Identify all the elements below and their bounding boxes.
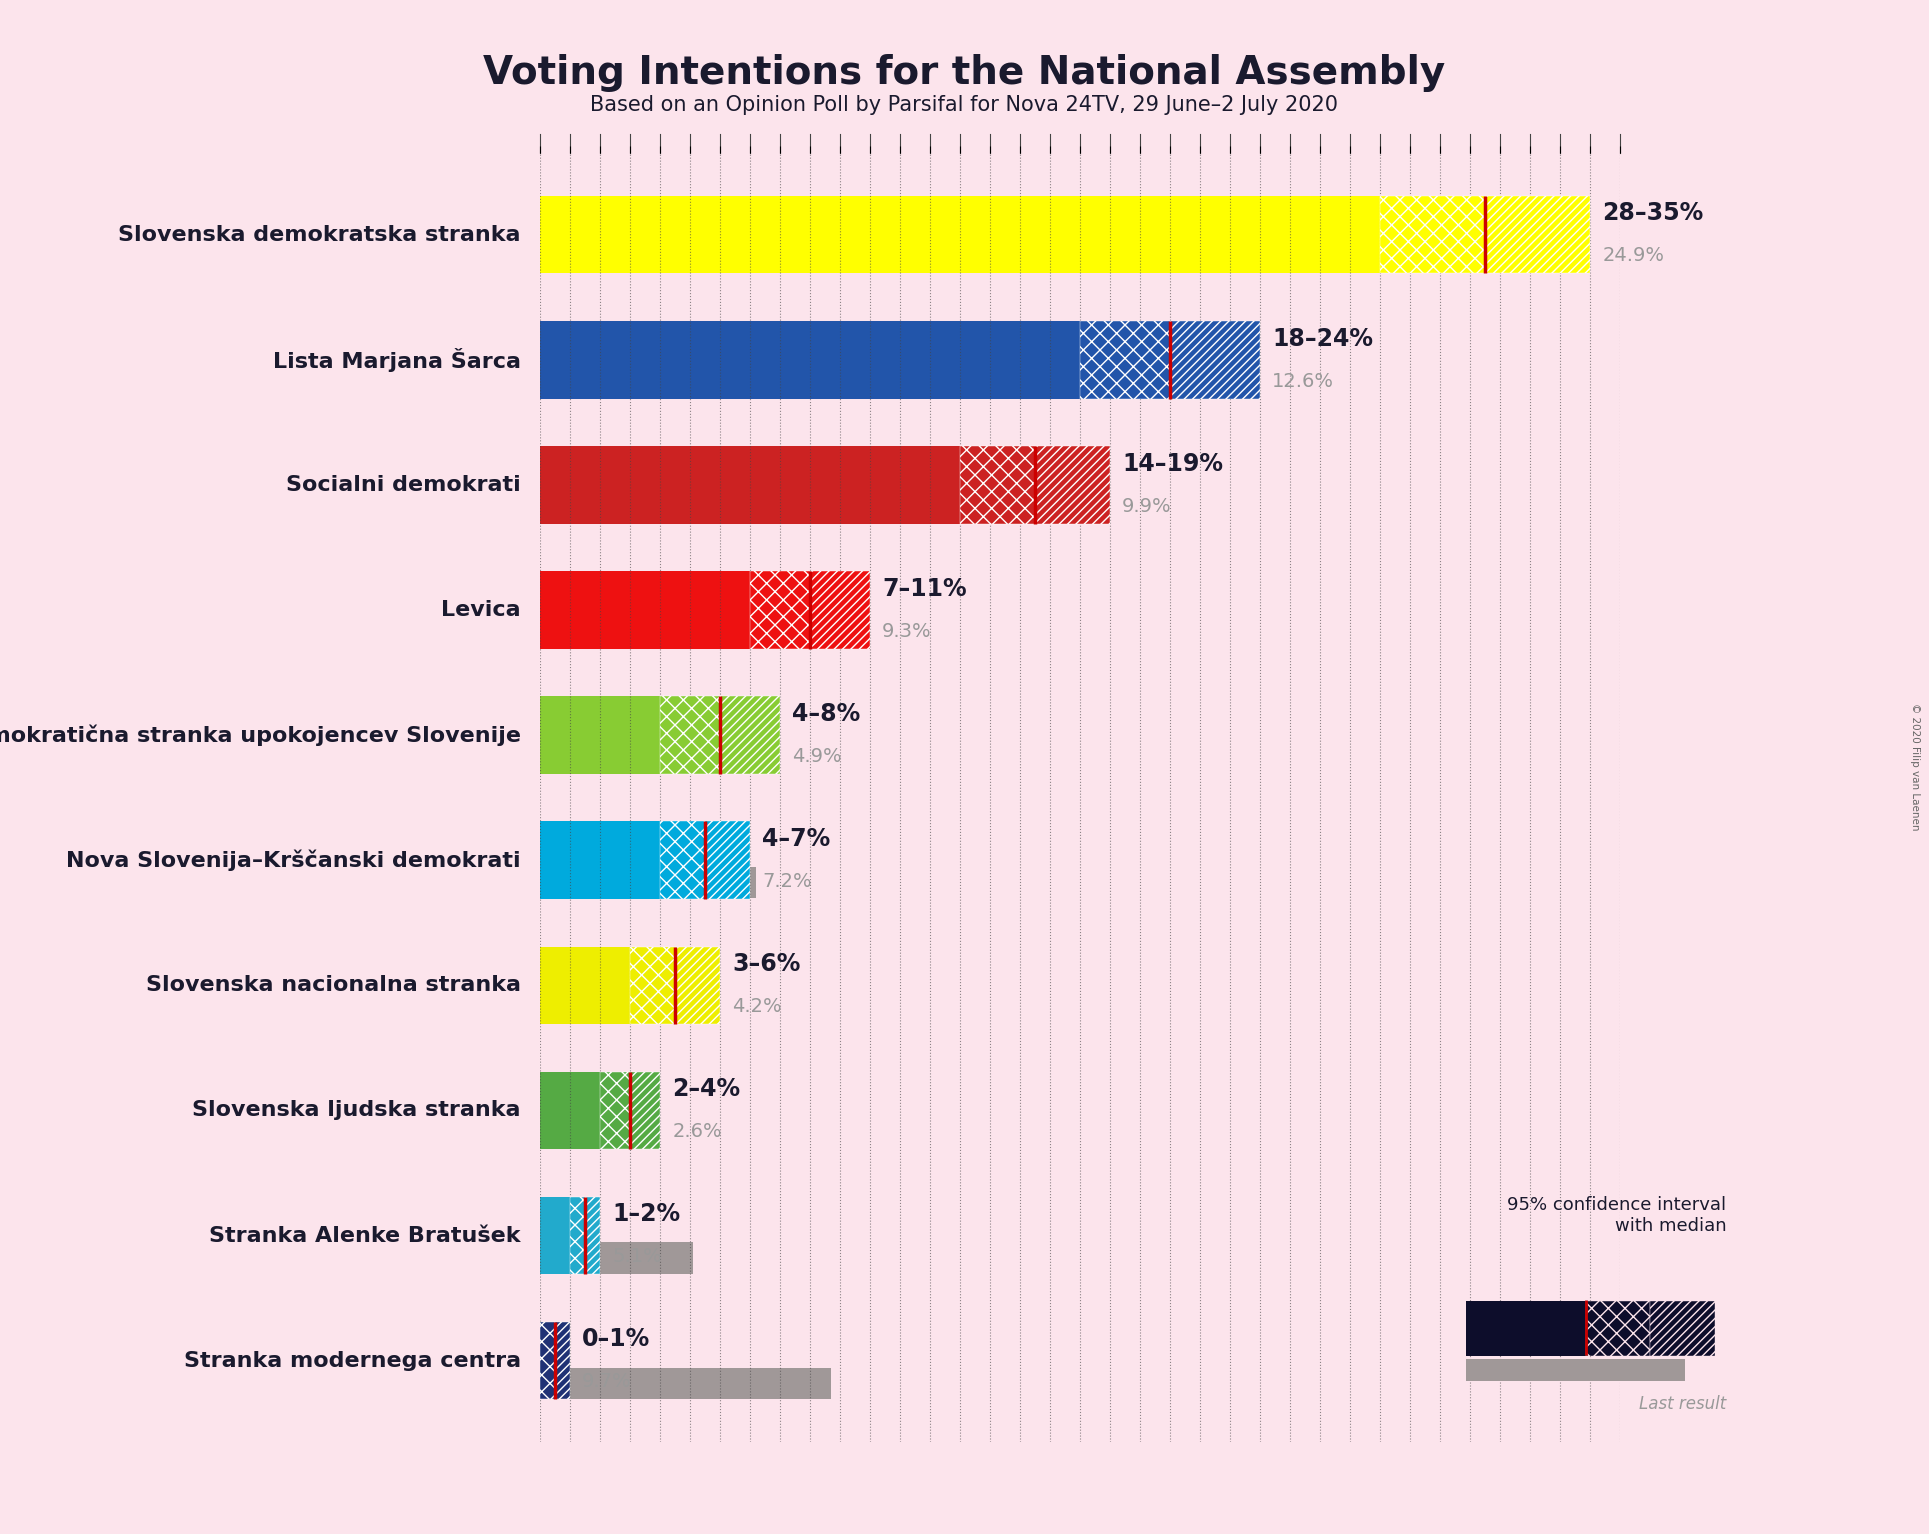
Text: Lista Marjana Šarca: Lista Marjana Šarca [272,348,521,371]
Text: 0–1%: 0–1% [583,1327,650,1351]
Text: 4.9%: 4.9% [793,747,841,765]
Bar [1586,1301,1651,1356]
Bar [571,1197,584,1275]
Text: 4.2%: 4.2% [733,997,781,1016]
Bar [706,821,750,899]
Bar [660,821,706,899]
Text: Nova Slovenija–Krščanski demokrati: Nova Slovenija–Krščanski demokrati [66,850,521,871]
Bar [675,946,720,1025]
Bar [556,1322,571,1399]
Text: 3–6%: 3–6% [733,953,801,976]
Text: 4–8%: 4–8% [793,703,860,726]
Text: 2–4%: 2–4% [671,1077,741,1101]
Bar [631,946,675,1025]
Text: 7–11%: 7–11% [882,577,966,601]
Text: Demokratična stranka upokojencev Slovenije: Demokratična stranka upokojencev Sloveni… [0,724,521,746]
Bar [600,1072,631,1149]
Text: 2.6%: 2.6% [671,1123,721,1141]
Bar [540,492,837,523]
Text: 9.3%: 9.3% [882,621,932,641]
Bar [540,1243,693,1273]
Bar [1466,1301,1586,1356]
Bar [1651,1301,1715,1356]
Text: 95% confidence interval
with median: 95% confidence interval with median [1507,1197,1726,1235]
Text: Stranka Alenke Bratušek: Stranka Alenke Bratušek [210,1226,521,1246]
Bar [540,1072,600,1149]
Text: 28–35%: 28–35% [1603,201,1703,225]
Text: 4–7%: 4–7% [762,827,829,851]
Bar [584,1197,600,1275]
Text: Voting Intentions for the National Assembly: Voting Intentions for the National Assem… [484,54,1445,92]
Text: 24.9%: 24.9% [1603,247,1665,265]
Text: Socialni demokrati: Socialni demokrati [285,476,521,495]
Text: 5.1%: 5.1% [611,1247,662,1266]
Bar [540,571,750,649]
Text: 12.6%: 12.6% [1273,371,1335,391]
Text: Levica: Levica [442,600,521,620]
Text: © 2020 Filip van Laenen: © 2020 Filip van Laenen [1910,703,1921,831]
Bar [810,571,870,649]
Bar [1381,196,1485,273]
Bar [540,1197,571,1275]
Text: Based on an Opinion Poll by Parsifal for Nova 24TV, 29 June–2 July 2020: Based on an Opinion Poll by Parsifal for… [590,95,1339,115]
Bar [540,196,1381,273]
Bar [540,1367,831,1399]
Bar [631,1072,660,1149]
Text: 18–24%: 18–24% [1273,327,1373,351]
Text: 9.9%: 9.9% [1123,497,1173,515]
Bar [540,742,687,773]
Bar [1466,1359,1686,1382]
Bar [540,321,1080,399]
Bar [660,696,720,775]
Text: 14–19%: 14–19% [1123,451,1223,476]
Bar [540,992,666,1023]
Bar [720,696,779,775]
Bar [750,571,810,649]
Text: 7.2%: 7.2% [762,871,812,891]
Bar [540,446,961,523]
Bar [1080,321,1171,399]
Bar [540,867,756,899]
Bar [540,696,660,775]
Bar [540,241,1287,273]
Bar [1036,446,1111,523]
Text: Slovenska ljudska stranka: Slovenska ljudska stranka [193,1100,521,1120]
Bar [961,446,1036,523]
Text: 1–2%: 1–2% [611,1203,681,1226]
Bar [540,946,631,1025]
Bar [1171,321,1260,399]
Bar [540,367,918,397]
Text: Stranka modernega centra: Stranka modernega centra [183,1350,521,1371]
Bar [1485,196,1589,273]
Text: Last result: Last result [1640,1394,1726,1413]
Bar [540,1322,556,1399]
Text: Slovenska nacionalna stranka: Slovenska nacionalna stranka [147,976,521,996]
Text: 9.7%: 9.7% [583,1373,633,1391]
Text: Slovenska demokratska stranka: Slovenska demokratska stranka [118,224,521,245]
Bar [540,821,660,899]
Bar [540,617,820,649]
Bar [540,1117,617,1149]
